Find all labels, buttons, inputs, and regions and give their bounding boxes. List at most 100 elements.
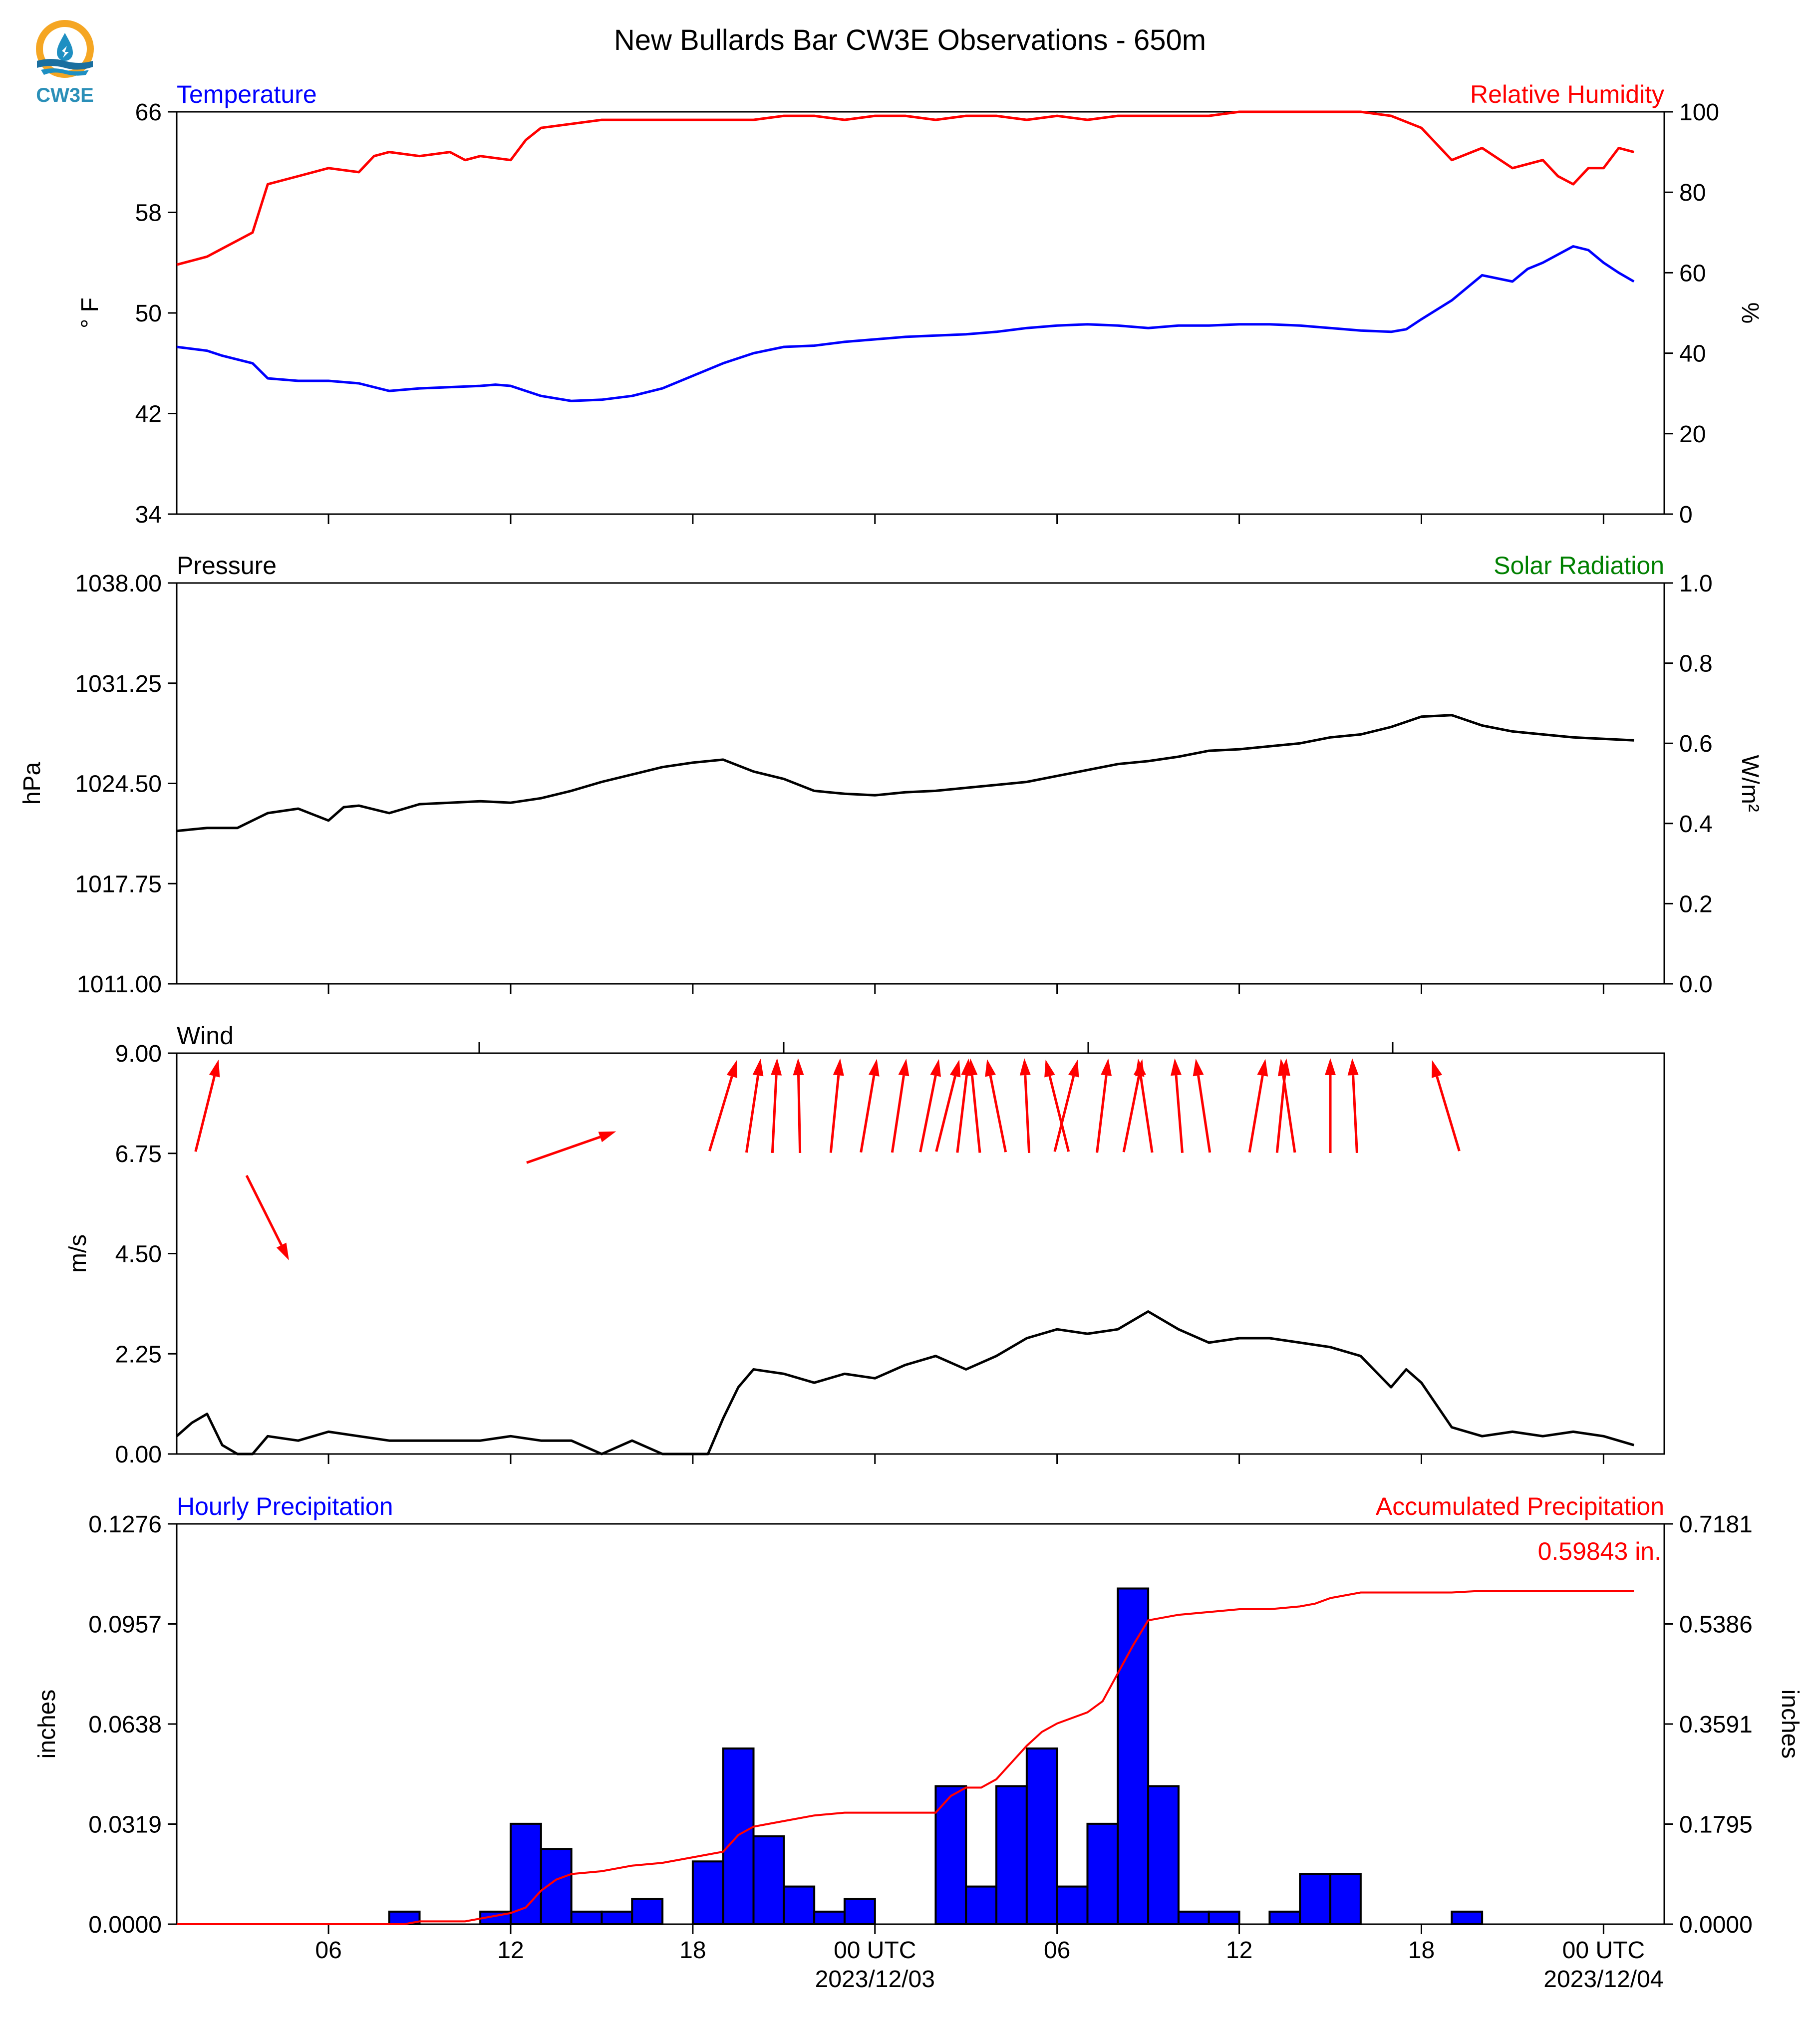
wind-arrows (194, 1058, 1461, 1260)
wind-arrow-head (1101, 1058, 1112, 1076)
precip-bar (1056, 1885, 1089, 1926)
y2-tick-label: 80 (1679, 180, 1706, 206)
wind-arrow-head (209, 1059, 220, 1078)
y-tick-label: 1011.00 (77, 971, 162, 998)
wind-arrow (771, 1075, 778, 1154)
series-line-wind (176, 1310, 1634, 1455)
y-tick-label: 1038.00 (75, 571, 162, 597)
y-tick-label: 50 (135, 300, 162, 327)
y-axis-label: hPa (19, 762, 45, 805)
panel-right-title: Accumulated Precipitation (1376, 1492, 1664, 1520)
series-line-relative-humidity (176, 110, 1634, 266)
wind-arrow (860, 1075, 876, 1153)
series-line-temperature (176, 245, 1635, 402)
precip-bar (1268, 1910, 1301, 1925)
panel-4: Hourly Precipitation Accumulated Precipit… (34, 1492, 1803, 1993)
panel-right-title: Solar Radiation (1494, 552, 1664, 579)
wind-arrow-head (949, 1059, 961, 1078)
y2-tick-label: 60 (1679, 260, 1706, 287)
y-tick-label: 58 (135, 200, 162, 227)
wind-arrow-head (1044, 1059, 1055, 1078)
wind-arrow (1053, 1076, 1075, 1152)
x-tick-label: 12 (497, 1937, 524, 1964)
wind-arrow-head (598, 1131, 616, 1143)
wind-arrow-head (1347, 1058, 1359, 1076)
x-tick-label: 12 (1226, 1937, 1252, 1964)
wind-arrow (797, 1075, 802, 1154)
precip-bar (1177, 1910, 1210, 1925)
chart-title: New Bullards Bar CW3E Observations - 650… (614, 24, 1206, 56)
wind-arrow-head (833, 1058, 844, 1076)
precip-bar (1299, 1873, 1332, 1926)
wind-arrow (1139, 1075, 1154, 1153)
wind-arrow (970, 1075, 981, 1153)
accumulated-precip-line (177, 1590, 1634, 1925)
y-tick-label: 0.0000 (88, 1912, 162, 1938)
accumulated-total-label: 0.59843 in. (1538, 1537, 1661, 1565)
wind-arrow-head (898, 1059, 910, 1077)
panel-left-title: Hourly Precipitation (177, 1492, 393, 1520)
plot-frame (176, 582, 1665, 985)
precip-bar (1086, 1822, 1119, 1926)
wind-arrow (891, 1075, 905, 1153)
wind-arrow-head (752, 1059, 764, 1077)
wind-arrow (1122, 1075, 1141, 1153)
precip-bar (1208, 1910, 1240, 1925)
precip-bar (601, 1910, 633, 1925)
x-tick-label: 00 UTC (1562, 1937, 1645, 1964)
y-tick-label: 6.75 (115, 1141, 162, 1167)
x-tick-label: 18 (679, 1937, 706, 1964)
wind-arrow (1436, 1076, 1461, 1152)
wind-arrow-head (771, 1058, 782, 1076)
y-axis-label: inches (34, 1690, 60, 1759)
wind-arrow-head (1171, 1058, 1182, 1076)
precip-bar (509, 1822, 542, 1926)
plot-frame (176, 1523, 1665, 1925)
precip-bar (691, 1860, 724, 1926)
y2-tick-label: 0.0000 (1679, 1912, 1753, 1938)
y2-axis-label: inches (1777, 1690, 1803, 1759)
y2-axis-label: % (1737, 302, 1763, 324)
wind-arrow (919, 1075, 937, 1153)
panel-right-title: Relative Humidity (1470, 80, 1664, 108)
y-tick-label: 1031.25 (75, 671, 162, 697)
y-tick-label: 0.1276 (88, 1511, 162, 1538)
y2-tick-label: 0 (1679, 502, 1693, 528)
y2-tick-label: 1.0 (1679, 571, 1713, 597)
panel-2: Pressure Solar Radiation 1038.00 1031.25 102… (19, 552, 1763, 998)
wind-arrow (194, 1076, 216, 1152)
wind-arrow (1096, 1075, 1108, 1153)
y2-tick-label: 100 (1679, 99, 1719, 126)
panel-left-title: Temperature (177, 80, 317, 108)
y2-axis-label: W/m² (1737, 755, 1763, 812)
wind-arrow-head (1325, 1058, 1336, 1075)
y2-tick-label: 40 (1679, 341, 1706, 367)
cw3e-logo: CW3E (36, 20, 94, 106)
panel-left-title: Pressure (177, 552, 277, 579)
y2-tick-label: 0.8 (1679, 651, 1713, 677)
precip-bar (965, 1885, 998, 1926)
plot-frame (176, 111, 1665, 515)
wind-arrow-head (1277, 1059, 1289, 1077)
wind-arrow-head (276, 1242, 289, 1260)
wind-arrow (745, 1075, 760, 1153)
y-tick-label: 0.0957 (88, 1612, 162, 1638)
precip-bar (631, 1898, 664, 1925)
y-tick-label: 2.25 (115, 1341, 162, 1368)
y2-tick-label: 0.2 (1679, 891, 1713, 917)
x-tick-label: 18 (1408, 1937, 1435, 1964)
wind-arrow (1248, 1075, 1264, 1153)
y-tick-label: 0.0319 (88, 1812, 162, 1838)
precip-bar (752, 1835, 785, 1925)
wind-arrow (1282, 1075, 1296, 1153)
y2-tick-label: 0.5386 (1679, 1612, 1753, 1638)
precip-bar (934, 1785, 967, 1925)
wind-arrow-head (793, 1058, 804, 1076)
precip-bar (995, 1785, 1028, 1925)
wind-arrow (526, 1136, 601, 1164)
precip-bar (783, 1885, 816, 1926)
precip-bar (1025, 1747, 1058, 1926)
plot-frame (176, 1052, 1665, 1455)
x-tick-date-label: 2023/12/03 (815, 1966, 935, 1993)
